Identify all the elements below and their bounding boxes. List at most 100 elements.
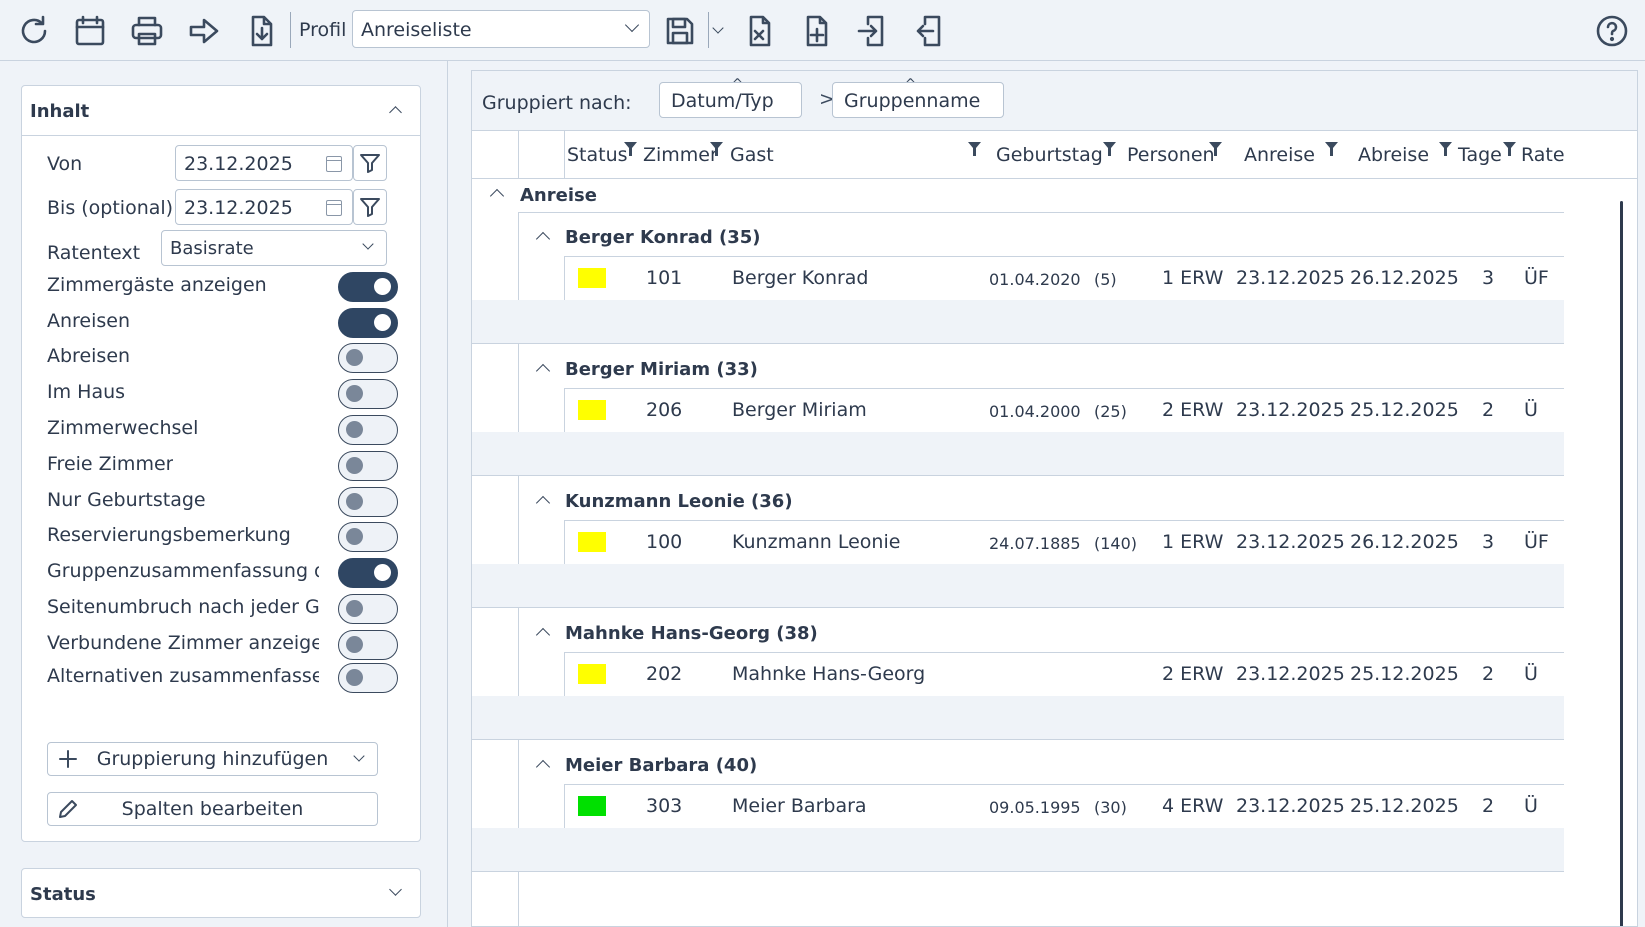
- zimmer-cell: 101: [646, 267, 683, 289]
- table-row[interactable]: 303 Meier Barbara 09.05.1995 (30) 4 ERW 23.12…: [564, 784, 1564, 828]
- column-header-anreise[interactable]: Anreise: [1244, 144, 1315, 166]
- column-header-zimmer[interactable]: Zimmer: [643, 144, 718, 166]
- file-close-icon[interactable]: [738, 9, 782, 53]
- toggle-knob: [346, 493, 363, 510]
- empty-row: [472, 696, 1564, 740]
- zimmer-cell: 100: [646, 531, 683, 553]
- group-chip-datum-typ[interactable]: Datum/Typ: [659, 77, 802, 118]
- collapse-arrow-icon[interactable]: [535, 627, 551, 643]
- von-date-field[interactable]: 23.12.2025: [175, 145, 353, 181]
- column-filter-icon[interactable]: [710, 141, 723, 156]
- column-header-personen[interactable]: Personen: [1127, 144, 1215, 166]
- column-filter-icon[interactable]: [1503, 141, 1516, 156]
- toolbar-separator: [708, 12, 709, 48]
- collapse-arrow-icon[interactable]: [489, 188, 505, 204]
- table-row[interactable]: 101 Berger Konrad 01.04.2020 (5) 1 ERW 23.12.…: [564, 256, 1564, 300]
- toggle-switch[interactable]: [338, 451, 398, 481]
- import-icon[interactable]: [851, 9, 895, 53]
- tage-cell: 3: [1482, 531, 1495, 553]
- bis-filter-button[interactable]: [353, 189, 387, 225]
- collapse-arrow-icon[interactable]: [535, 363, 551, 379]
- content-card-header[interactable]: Inhalt: [22, 86, 420, 136]
- save-options-chevron-icon[interactable]: [710, 14, 728, 48]
- column-filter-icon[interactable]: [1103, 141, 1116, 156]
- export-icon[interactable]: [908, 9, 952, 53]
- reservation-grid: Gruppiert nach: Datum/Typ > Gruppenname …: [471, 70, 1638, 927]
- file-add-icon[interactable]: [795, 9, 839, 53]
- profil-select[interactable]: Anreiseliste: [352, 10, 650, 48]
- subgroup: Berger Konrad (35) 101 Berger Konrad 01.04.…: [472, 212, 1637, 344]
- table-row[interactable]: 206 Berger Miriam 01.04.2000 (25) 2 ERW 23.12…: [564, 388, 1564, 432]
- von-filter-button[interactable]: [353, 145, 387, 181]
- edit-columns-label: Spalten bearbeiten: [121, 798, 304, 820]
- subgroup: Meier Barbara (40) 303 Meier Barbara 09.05.…: [472, 740, 1637, 872]
- column-filter-icon[interactable]: [968, 141, 981, 156]
- bis-date-value: 23.12.2025: [184, 197, 293, 219]
- toggle-switch[interactable]: [338, 272, 398, 302]
- collapse-arrow-icon[interactable]: [535, 495, 551, 511]
- column-header-rate[interactable]: Rate: [1521, 144, 1565, 166]
- toggle-switch[interactable]: [338, 630, 398, 660]
- toggle-switch[interactable]: [338, 343, 398, 373]
- abreise-cell: 25.12.2025: [1350, 663, 1459, 685]
- column-filter-icon[interactable]: [1439, 141, 1452, 156]
- calendar-icon[interactable]: [68, 9, 112, 53]
- toggle-switch[interactable]: [338, 594, 398, 624]
- gast-cell: Berger Konrad: [732, 267, 869, 289]
- toggle-switch[interactable]: [338, 663, 398, 693]
- rate-cell: Ü: [1524, 663, 1538, 685]
- column-filter-icon[interactable]: [1209, 141, 1222, 156]
- column-header-tage[interactable]: Tage: [1458, 144, 1502, 166]
- toggle-label: Zimmerwechsel: [47, 417, 199, 439]
- collapse-arrow-icon[interactable]: [535, 231, 551, 247]
- ratentext-value: Basisrate: [170, 238, 254, 259]
- column-header-gast[interactable]: Gast: [730, 144, 774, 166]
- toggle-label: Im Haus: [47, 381, 126, 403]
- age-cell: (140): [1094, 534, 1138, 553]
- download-icon[interactable]: [240, 9, 284, 53]
- group-chip-gruppenname[interactable]: Gruppenname: [832, 77, 1004, 118]
- tage-cell: 2: [1482, 399, 1495, 421]
- ratentext-select[interactable]: Basisrate: [161, 230, 387, 266]
- toggle-switch[interactable]: [338, 379, 398, 409]
- table-row[interactable]: 100 Kunzmann Leonie 24.07.1885 (140) 1 ERW 23…: [564, 520, 1564, 564]
- toggle-switch[interactable]: [338, 308, 398, 338]
- vertical-scrollbar[interactable]: [1620, 201, 1623, 926]
- toggle-switch[interactable]: [338, 487, 398, 517]
- column-filter-icon[interactable]: [1325, 141, 1338, 156]
- calendar-icon[interactable]: [326, 156, 342, 172]
- anreise-cell: 23.12.2025: [1236, 267, 1345, 289]
- toggle-knob: [346, 669, 363, 686]
- toggle-label: Freie Zimmer: [47, 453, 174, 475]
- subgroup: Mahnke Hans-Georg (38) 202 Mahnke Hans-Geo…: [472, 608, 1637, 740]
- print-icon[interactable]: [125, 9, 169, 53]
- edit-columns-button[interactable]: Spalten bearbeiten: [47, 792, 378, 826]
- column-header-geburtstag[interactable]: Geburtstag: [996, 144, 1103, 166]
- toggle-label: Seitenumbruch nach jeder Gruppe: [47, 596, 319, 618]
- collapse-arrow-icon[interactable]: [535, 759, 551, 775]
- refresh-icon[interactable]: [12, 9, 56, 53]
- save-icon[interactable]: [658, 9, 702, 53]
- chevron-up-icon: [389, 106, 402, 119]
- column-header-status[interactable]: Status: [567, 144, 628, 166]
- grid-body: Anreise Berger Konrad (35) 101 Berger Konr…: [472, 180, 1637, 926]
- subgroup: Kunzmann Leonie (36) 100 Kunzmann Leonie 24…: [472, 476, 1637, 608]
- forward-icon[interactable]: [182, 9, 226, 53]
- toggle-switch[interactable]: [338, 558, 398, 588]
- help-icon[interactable]: [1590, 9, 1634, 53]
- calendar-icon[interactable]: [326, 200, 342, 216]
- toggle-switch[interactable]: [338, 522, 398, 552]
- status-card[interactable]: Status: [21, 868, 421, 918]
- column-filter-icon[interactable]: [624, 141, 637, 156]
- group-row-anreise[interactable]: Anreise: [472, 180, 1637, 212]
- anreise-cell: 23.12.2025: [1236, 795, 1345, 817]
- abreise-cell: 26.12.2025: [1350, 531, 1459, 553]
- group-title-anreise: Anreise: [520, 185, 597, 206]
- add-grouping-button[interactable]: Gruppierung hinzufügen: [47, 742, 378, 776]
- tage-cell: 2: [1482, 795, 1495, 817]
- personen-cell: 1 ERW: [1162, 531, 1224, 553]
- bis-date-field[interactable]: 23.12.2025: [175, 189, 353, 225]
- toggle-switch[interactable]: [338, 415, 398, 445]
- column-header-abreise[interactable]: Abreise: [1358, 144, 1430, 166]
- table-row[interactable]: 202 Mahnke Hans-Georg 2 ERW 23.12.2025 25.12…: [564, 652, 1564, 696]
